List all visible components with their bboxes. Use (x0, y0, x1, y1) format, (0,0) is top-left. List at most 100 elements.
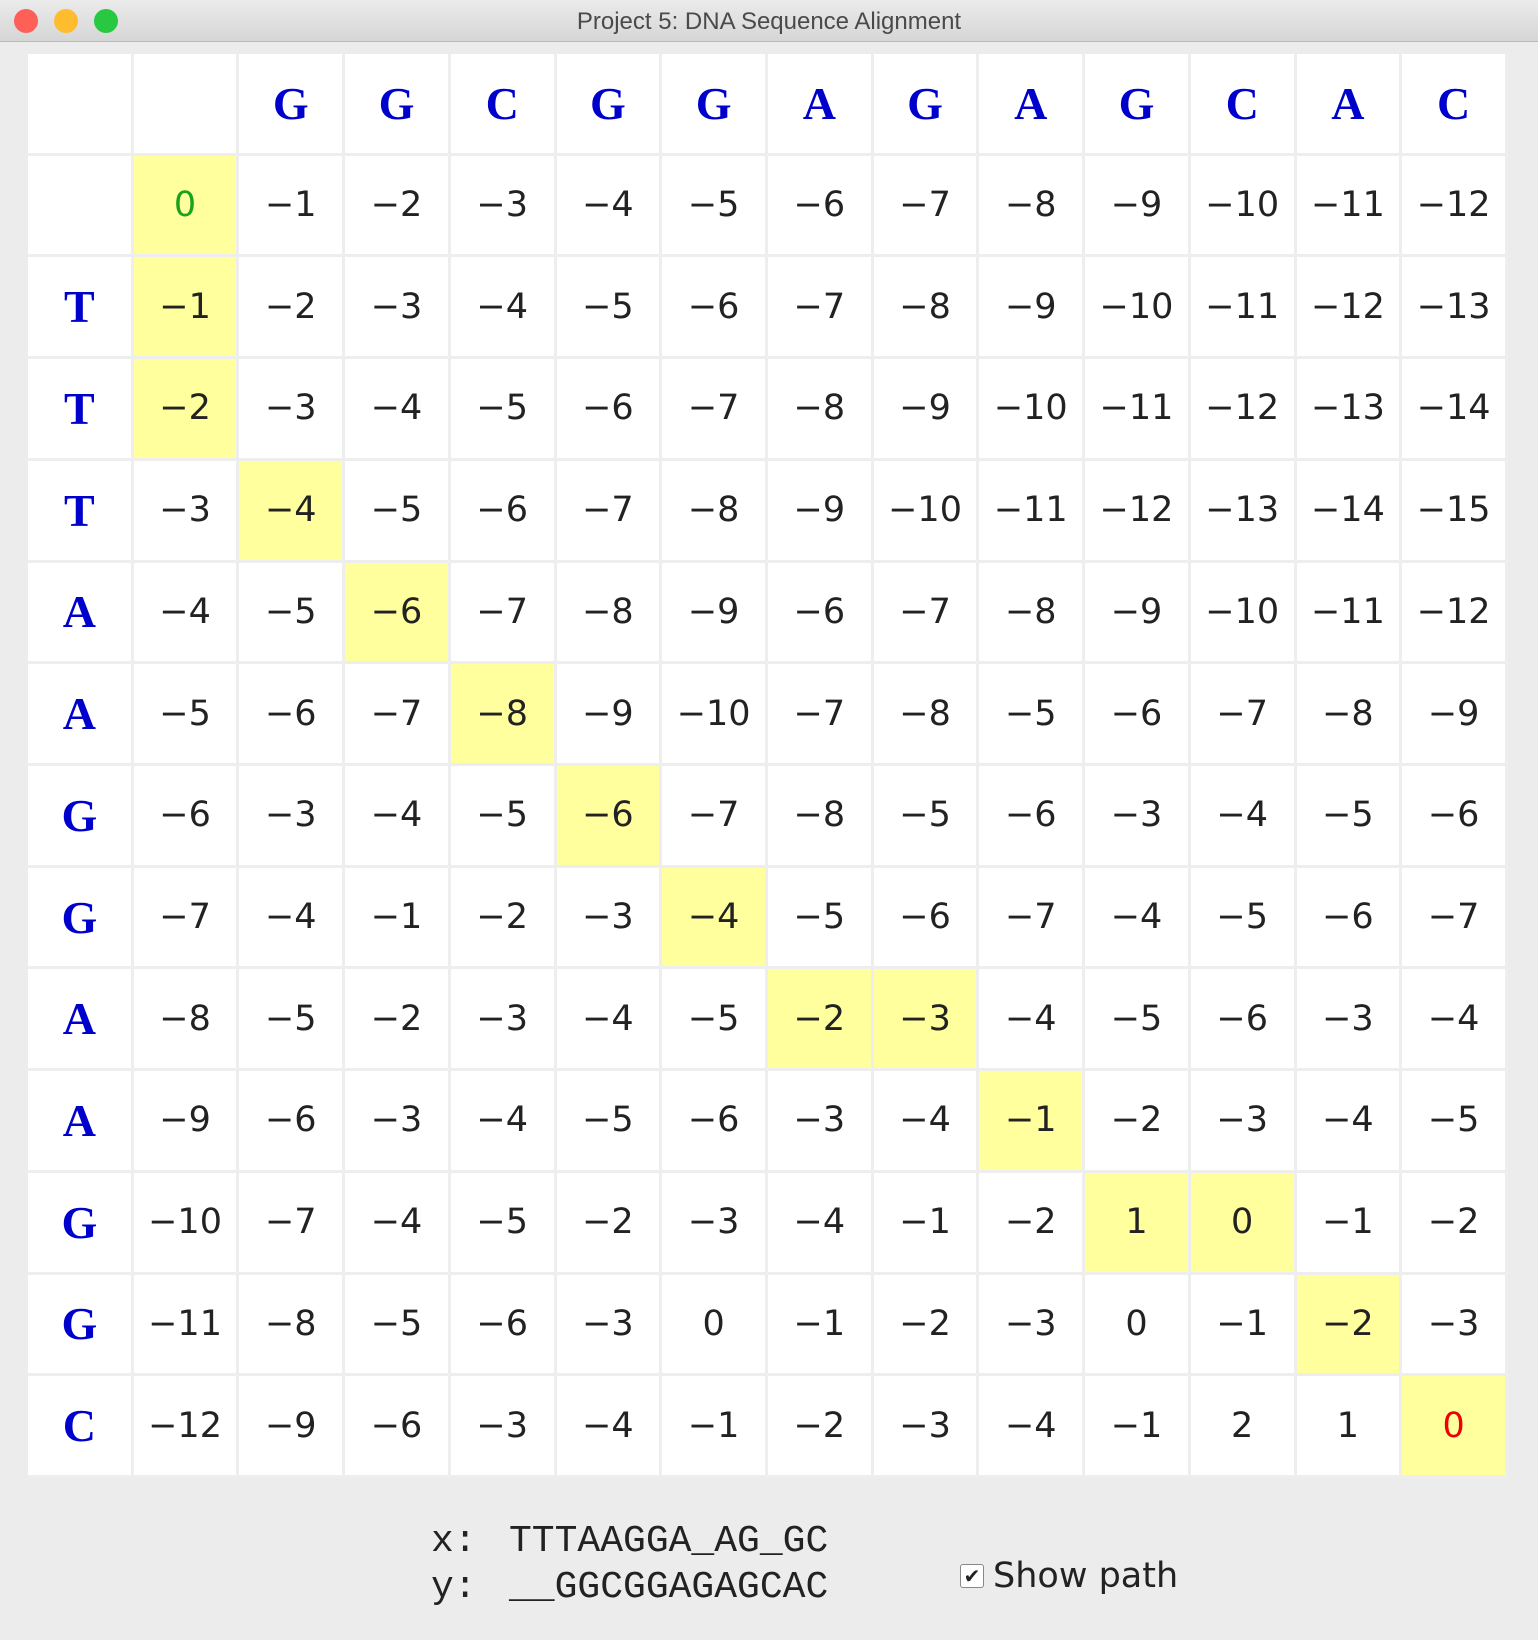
score-cell: −5 (1402, 1071, 1505, 1170)
score-cell: −10 (662, 664, 765, 763)
score-cell: −3 (979, 1274, 1083, 1374)
score-cell: −5 (556, 257, 660, 357)
score-cell: −7 (873, 155, 977, 255)
score-cell: −10 (1190, 155, 1294, 255)
column-label: A (979, 54, 1083, 153)
score-cell: −2 (768, 969, 871, 1069)
score-cell: −8 (556, 562, 660, 662)
score-cell: −7 (979, 867, 1083, 967)
column-label: C (1190, 54, 1294, 153)
score-cell: −13 (1402, 257, 1505, 357)
score-cell: −3 (873, 969, 977, 1069)
score-cell: −4 (1296, 1071, 1400, 1170)
score-cell: −11 (1085, 359, 1188, 458)
score-cell: −4 (1085, 867, 1188, 967)
show-path-label[interactable]: Show path (993, 1556, 1179, 1596)
row-label: G (28, 867, 131, 967)
score-cell: −4 (239, 867, 343, 967)
score-cell: −8 (873, 664, 977, 763)
score-cell: −1 (345, 867, 448, 967)
score-cell: −8 (768, 359, 871, 458)
score-cell: −5 (450, 766, 554, 865)
score-cell: −1 (1296, 1172, 1400, 1272)
score-cell: −6 (556, 359, 660, 458)
column-label: C (1402, 54, 1505, 153)
score-cell: −5 (1296, 766, 1400, 865)
score-cell: −2 (239, 257, 343, 357)
row-label: T (28, 257, 131, 357)
score-table: G G C G G A G A G C A C T T T A A G G A A G G C 0 −1 −2 −3 −4 −5 −6 −7−… (28, 54, 1508, 1478)
minimize-button[interactable] (54, 9, 78, 33)
score-cell: −4 (556, 1376, 660, 1475)
score-cell: −3 (345, 1071, 448, 1170)
score-cell: −1 (662, 1376, 765, 1475)
score-cell: −11 (133, 1274, 237, 1374)
score-cell: −2 (450, 867, 554, 967)
close-button[interactable] (14, 9, 38, 33)
corner-cell (133, 54, 237, 153)
score-cell: −3 (873, 1376, 977, 1475)
score-cell: −1 (1085, 1376, 1188, 1475)
score-cell: −6 (1190, 969, 1294, 1069)
score-cell: −7 (133, 867, 237, 967)
score-cell: −9 (556, 664, 660, 763)
score-cell: −12 (1190, 359, 1294, 458)
score-cell: −4 (345, 766, 448, 865)
score-cell: −8 (1296, 664, 1400, 763)
score-cell: −3 (1085, 766, 1188, 865)
window-title: Project 5: DNA Sequence Alignment (576, 8, 962, 35)
x-label: x: (431, 1520, 477, 1563)
row-label: A (28, 664, 131, 763)
column-label: G (239, 54, 343, 153)
score-cell: −10 (133, 1172, 237, 1272)
score-cell: −6 (450, 460, 554, 560)
score-cell: −6 (1296, 867, 1400, 967)
score-cell: −1 (239, 155, 343, 255)
score-cell: −5 (768, 867, 871, 967)
score-cell: −9 (873, 359, 977, 458)
score-cell: −12 (1402, 562, 1505, 662)
score-cell: −3 (450, 1376, 554, 1475)
score-cell: −6 (873, 867, 977, 967)
score-cell: −8 (662, 460, 765, 560)
score-cell: −13 (1190, 460, 1294, 560)
score-cell: −14 (1296, 460, 1400, 560)
column-label: A (768, 54, 871, 153)
score-cell: −10 (1085, 257, 1188, 357)
score-cell: −10 (979, 359, 1083, 458)
score-cell: −2 (133, 359, 237, 458)
score-cell: −6 (662, 1071, 765, 1170)
column-label: A (1296, 54, 1400, 153)
score-cell: −4 (1402, 969, 1505, 1069)
score-cell: −4 (768, 1172, 871, 1272)
score-cell: −3 (239, 359, 343, 458)
score-cell: −3 (450, 155, 554, 255)
score-cell: −3 (239, 766, 343, 865)
score-cell: −1 (979, 1071, 1083, 1170)
score-cell: −15 (1402, 460, 1505, 560)
score-cell: −12 (133, 1376, 237, 1475)
score-cell: −8 (450, 664, 554, 763)
score-cell: −5 (556, 1071, 660, 1170)
score-cell: −2 (768, 1376, 871, 1475)
score-cell: −9 (239, 1376, 343, 1475)
show-path-checkbox[interactable]: ✔ (960, 1564, 984, 1588)
x-alignment: TTTAAGGA_AG_GC (509, 1520, 829, 1563)
score-cell: −12 (1402, 155, 1505, 255)
score-cell: −9 (133, 1071, 237, 1170)
score-cell: −8 (979, 155, 1083, 255)
score-cell: −4 (1190, 766, 1294, 865)
score-cell: −4 (979, 969, 1083, 1069)
score-cell: 0 (662, 1274, 765, 1374)
score-cell: −5 (450, 359, 554, 458)
score-cell: −11 (1296, 562, 1400, 662)
score-cell: −3 (133, 460, 237, 560)
row-label: G (28, 1172, 131, 1272)
zoom-button[interactable] (94, 9, 118, 33)
score-cell: −2 (1296, 1274, 1400, 1374)
score-cell: −4 (345, 359, 448, 458)
corner-cell (28, 54, 131, 153)
score-cell: −5 (873, 766, 977, 865)
row-label: A (28, 969, 131, 1069)
row-label: A (28, 562, 131, 662)
